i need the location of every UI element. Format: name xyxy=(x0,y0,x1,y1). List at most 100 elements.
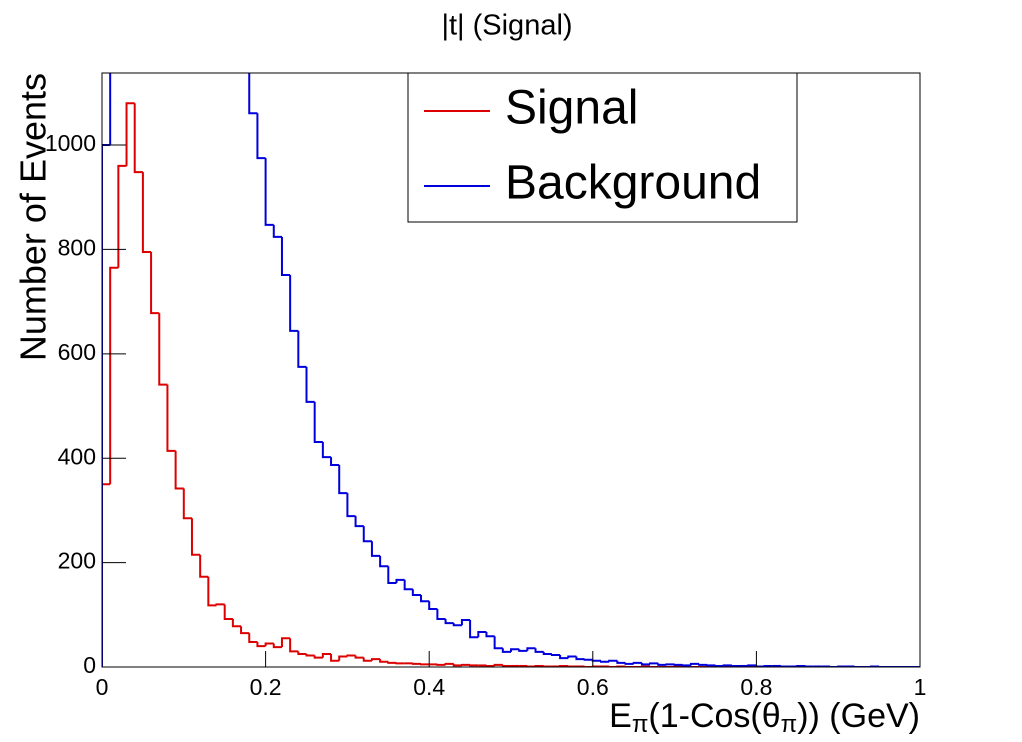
histogram-bin xyxy=(657,663,667,666)
histogram-bin xyxy=(567,665,577,667)
histogram-bin xyxy=(485,664,495,667)
histogram-bin xyxy=(469,620,479,639)
histogram-bin xyxy=(354,516,364,528)
histogram-bin xyxy=(330,457,340,466)
histogram-bin xyxy=(665,663,675,666)
histogram-bin xyxy=(370,541,381,557)
histogram-bin xyxy=(689,662,700,666)
histogram-bin xyxy=(362,657,372,662)
histogram-bin xyxy=(264,642,274,647)
histogram-bin xyxy=(256,113,266,160)
histogram-bin xyxy=(395,578,405,583)
y-tick-label: 1000 xyxy=(45,130,96,156)
histogram-bin xyxy=(526,647,536,651)
histogram-bin xyxy=(493,636,503,650)
x-tick-label: 1 xyxy=(914,674,927,700)
histogram-bin xyxy=(387,566,397,584)
histogram-bin xyxy=(550,653,561,656)
y-tick-label: 600 xyxy=(58,339,96,365)
histogram-bin xyxy=(452,663,462,667)
histogram-bin xyxy=(346,493,356,518)
histogram-bin xyxy=(444,662,454,665)
histogram-bin xyxy=(681,664,691,667)
histogram-bin xyxy=(411,662,422,665)
y-tick-label: 0 xyxy=(83,652,96,678)
histogram-bin xyxy=(117,164,127,268)
histogram-bin xyxy=(518,649,528,652)
histogram-bin xyxy=(370,658,381,661)
histogram-bin xyxy=(248,633,258,643)
histogram-bin xyxy=(289,638,299,653)
histogram-bin xyxy=(379,555,389,568)
x-tick-label: 0 xyxy=(96,674,109,700)
histogram-bin xyxy=(436,609,446,620)
histogram-bin xyxy=(608,659,618,662)
histogram-bin xyxy=(321,442,332,459)
histogram-bin xyxy=(231,618,242,628)
histogram-bin xyxy=(174,450,184,490)
histogram-bin xyxy=(599,660,610,663)
histogram-bin xyxy=(199,554,209,578)
x-tick-label: 0.4 xyxy=(413,674,445,700)
histogram-bin xyxy=(379,659,389,663)
histogram-bin xyxy=(559,654,569,660)
histogram-bin xyxy=(616,660,626,664)
histogram-bin xyxy=(632,661,642,664)
histogram-bin xyxy=(452,623,462,627)
x-label-part: E xyxy=(609,697,632,735)
histogram-bin xyxy=(510,648,520,652)
histogram-bin xyxy=(346,654,356,657)
histogram-bin xyxy=(297,330,307,368)
legend-label: Signal xyxy=(505,82,638,135)
histogram-bin xyxy=(420,594,430,603)
histogram-bin xyxy=(272,643,282,649)
histogram-bin xyxy=(133,103,143,174)
histogram-bin xyxy=(640,662,651,666)
histogram-bin xyxy=(280,236,291,277)
histogram-bin xyxy=(223,604,233,620)
histogram-bin xyxy=(460,663,471,666)
histogram-bin xyxy=(583,658,593,661)
histogram-bin xyxy=(698,663,708,666)
histogram-bin xyxy=(272,224,282,238)
histogram-bin xyxy=(305,653,315,657)
histogram-bin xyxy=(411,589,422,596)
histogram-bin xyxy=(779,665,790,667)
x-tick-label: 0.2 xyxy=(250,674,282,700)
histogram-bin xyxy=(567,655,577,659)
histogram-bin xyxy=(289,275,299,332)
histogram-bin xyxy=(747,664,757,667)
histogram-bin xyxy=(559,664,569,667)
histogram-bin xyxy=(256,641,266,648)
histogram-bin xyxy=(207,576,217,607)
histogram-bin xyxy=(755,665,765,667)
histogram-bin xyxy=(387,661,397,664)
histogram-bin xyxy=(804,665,814,667)
histogram-bin xyxy=(150,252,160,315)
y-tick-label: 800 xyxy=(58,235,96,261)
x-tick-label: 0.6 xyxy=(577,674,609,700)
histogram-bin xyxy=(248,73,258,115)
x-label-part: π xyxy=(781,711,798,738)
histogram-bin xyxy=(215,603,225,606)
histogram-bin xyxy=(403,579,413,591)
histogram-bin xyxy=(109,266,119,485)
legend-box xyxy=(407,72,798,223)
histogram-bin xyxy=(542,651,552,655)
x-label-part: π xyxy=(632,711,649,738)
x-label-part: (1-Cos(θ xyxy=(648,697,780,735)
y-tick-label: 400 xyxy=(58,443,96,469)
x-label-part: )) (GeV) xyxy=(797,697,920,735)
legend-label: Background xyxy=(505,157,761,210)
histogram-bin xyxy=(436,663,446,666)
histogram-bin xyxy=(542,665,552,667)
histogram-bin xyxy=(469,664,479,667)
chart-title: |t| (Signal) xyxy=(441,10,572,42)
histogram-bin xyxy=(428,601,438,611)
histogram-bin xyxy=(624,662,634,665)
histogram-bin xyxy=(158,313,168,386)
histogram-bin xyxy=(395,662,405,665)
histogram-bin xyxy=(338,655,348,661)
histogram-bin xyxy=(591,659,601,662)
